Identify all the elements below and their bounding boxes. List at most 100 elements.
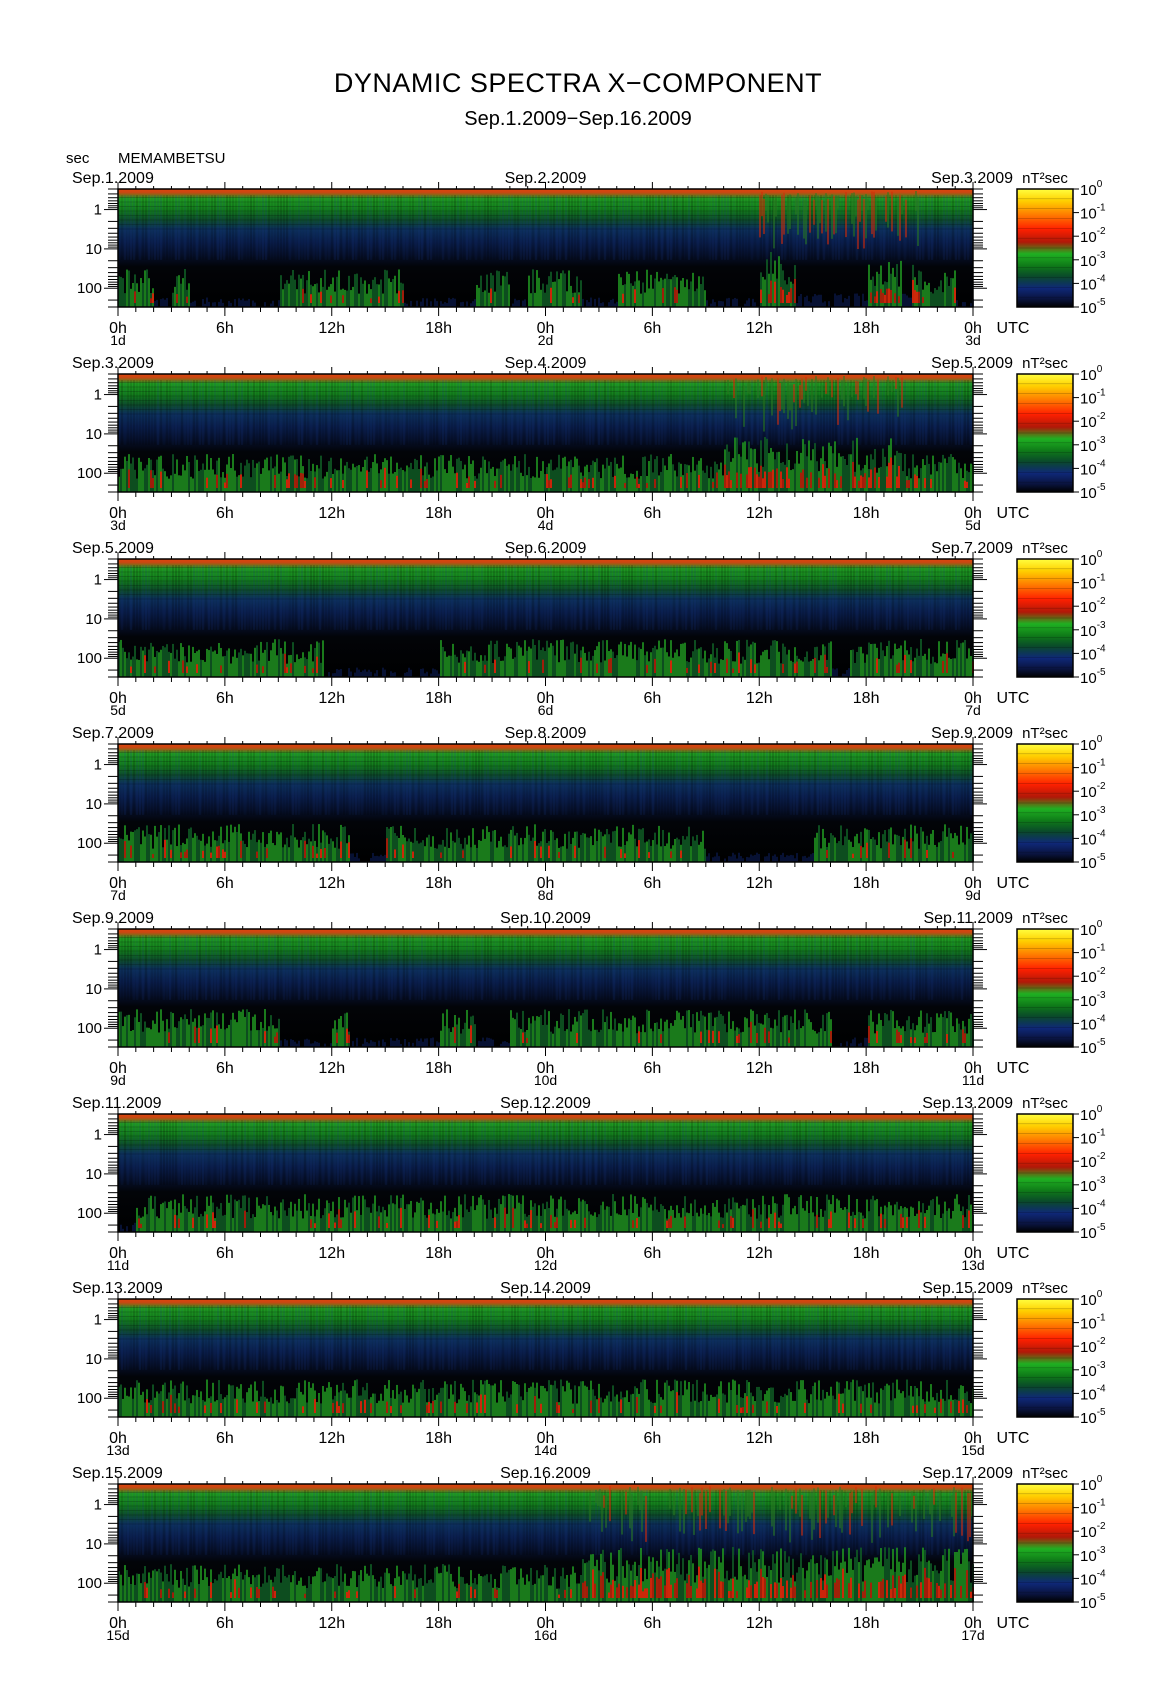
activity-burst (950, 454, 952, 492)
texture-column (175, 380, 177, 445)
x-tick-label: 18h (853, 875, 880, 892)
activity-burst (354, 672, 356, 677)
texture-column (286, 565, 288, 630)
activity-burst (580, 1015, 582, 1047)
activity-burst (570, 285, 572, 307)
activity-burst (960, 1029, 962, 1047)
activity-burst (552, 470, 554, 492)
activity-burst (286, 1040, 288, 1047)
activity-burst (572, 1024, 574, 1047)
activity-burst (480, 467, 482, 492)
texture-column (220, 1120, 222, 1185)
texture-column (916, 380, 918, 445)
texture-column (784, 565, 786, 630)
activity-burst (594, 650, 596, 677)
colorbar-tick-label: 10-5 (1080, 482, 1106, 502)
texture-column (169, 195, 171, 260)
activity-burst (512, 303, 514, 307)
activity-burst (518, 645, 520, 677)
texture-column (946, 565, 948, 630)
activity-burst (120, 468, 122, 492)
activity-burst (768, 853, 770, 862)
texture-column (256, 750, 258, 815)
activity-burst (566, 848, 568, 862)
texture-column (253, 195, 255, 260)
texture-column (142, 935, 144, 1000)
activity-burst (810, 854, 812, 862)
texture-column (727, 935, 729, 1000)
texture-column (661, 565, 663, 630)
texture-column (145, 565, 147, 630)
texture-column (898, 565, 900, 630)
activity-burst (648, 839, 650, 862)
storm-mark (775, 197, 777, 217)
texture-column (181, 380, 183, 445)
texture-column (412, 380, 414, 445)
activity-burst (758, 662, 760, 677)
activity-burst (944, 272, 946, 307)
activity-burst (862, 653, 864, 677)
activity-burst (878, 658, 880, 677)
activity-burst (668, 456, 670, 492)
activity-burst (730, 856, 732, 862)
texture-column (880, 750, 882, 815)
activity-burst (764, 856, 766, 862)
activity-burst (672, 657, 674, 677)
texture-column (664, 935, 666, 1000)
texture-band (118, 752, 973, 753)
texture-column (877, 935, 879, 1000)
activity-burst (308, 651, 310, 677)
texture-column (631, 935, 633, 1000)
activity-burst (368, 669, 370, 677)
storm-mark (915, 191, 917, 211)
texture-column (607, 380, 609, 445)
activity-burst (298, 274, 300, 307)
activity-burst (928, 648, 930, 677)
activity-burst (742, 1031, 744, 1047)
activity-burst (698, 844, 700, 862)
activity-burst (466, 650, 468, 677)
texture-band (118, 774, 973, 776)
texture-band (118, 224, 973, 225)
activity-burst (738, 454, 740, 492)
activity-burst (282, 847, 284, 862)
texture-column (748, 750, 750, 815)
activity-burst (708, 853, 710, 862)
colorbar-tick-exponent: 0 (1097, 179, 1103, 190)
activity-burst (888, 1020, 890, 1047)
texture-column (709, 195, 711, 260)
texture-column (139, 565, 141, 630)
texture-column (724, 195, 726, 260)
activity-burst (854, 836, 856, 862)
activity-burst (568, 831, 570, 862)
activity-burst (348, 468, 350, 492)
activity-burst (616, 463, 618, 492)
texture-column (703, 750, 705, 815)
spectrogram-texture (118, 1120, 973, 1185)
texture-column (265, 1120, 267, 1185)
activity-burst (140, 1013, 142, 1047)
activity-burst (938, 461, 940, 492)
texture-column (595, 935, 597, 1000)
texture-column (229, 380, 231, 445)
texture-column (136, 565, 138, 630)
activity-burst (932, 656, 934, 677)
activity-burst (872, 1021, 874, 1047)
storm-mark (777, 378, 779, 425)
activity-burst (306, 280, 308, 307)
activity-burst (466, 1009, 468, 1047)
colorbar-tick-label: 10-3 (1080, 620, 1106, 640)
activity-burst (966, 658, 968, 677)
activity-burst (610, 461, 612, 492)
activity-burst (592, 655, 594, 677)
texture-column (265, 935, 267, 1000)
activity-burst (878, 832, 880, 862)
texture-column (946, 935, 948, 1000)
texture-column (493, 750, 495, 815)
activity-burst (782, 270, 784, 307)
x-unit-label: UTC (997, 320, 1030, 337)
activity-burst (238, 475, 240, 492)
activity-burst (580, 280, 582, 307)
texture-column (715, 935, 717, 1000)
activity-burst (518, 299, 520, 307)
